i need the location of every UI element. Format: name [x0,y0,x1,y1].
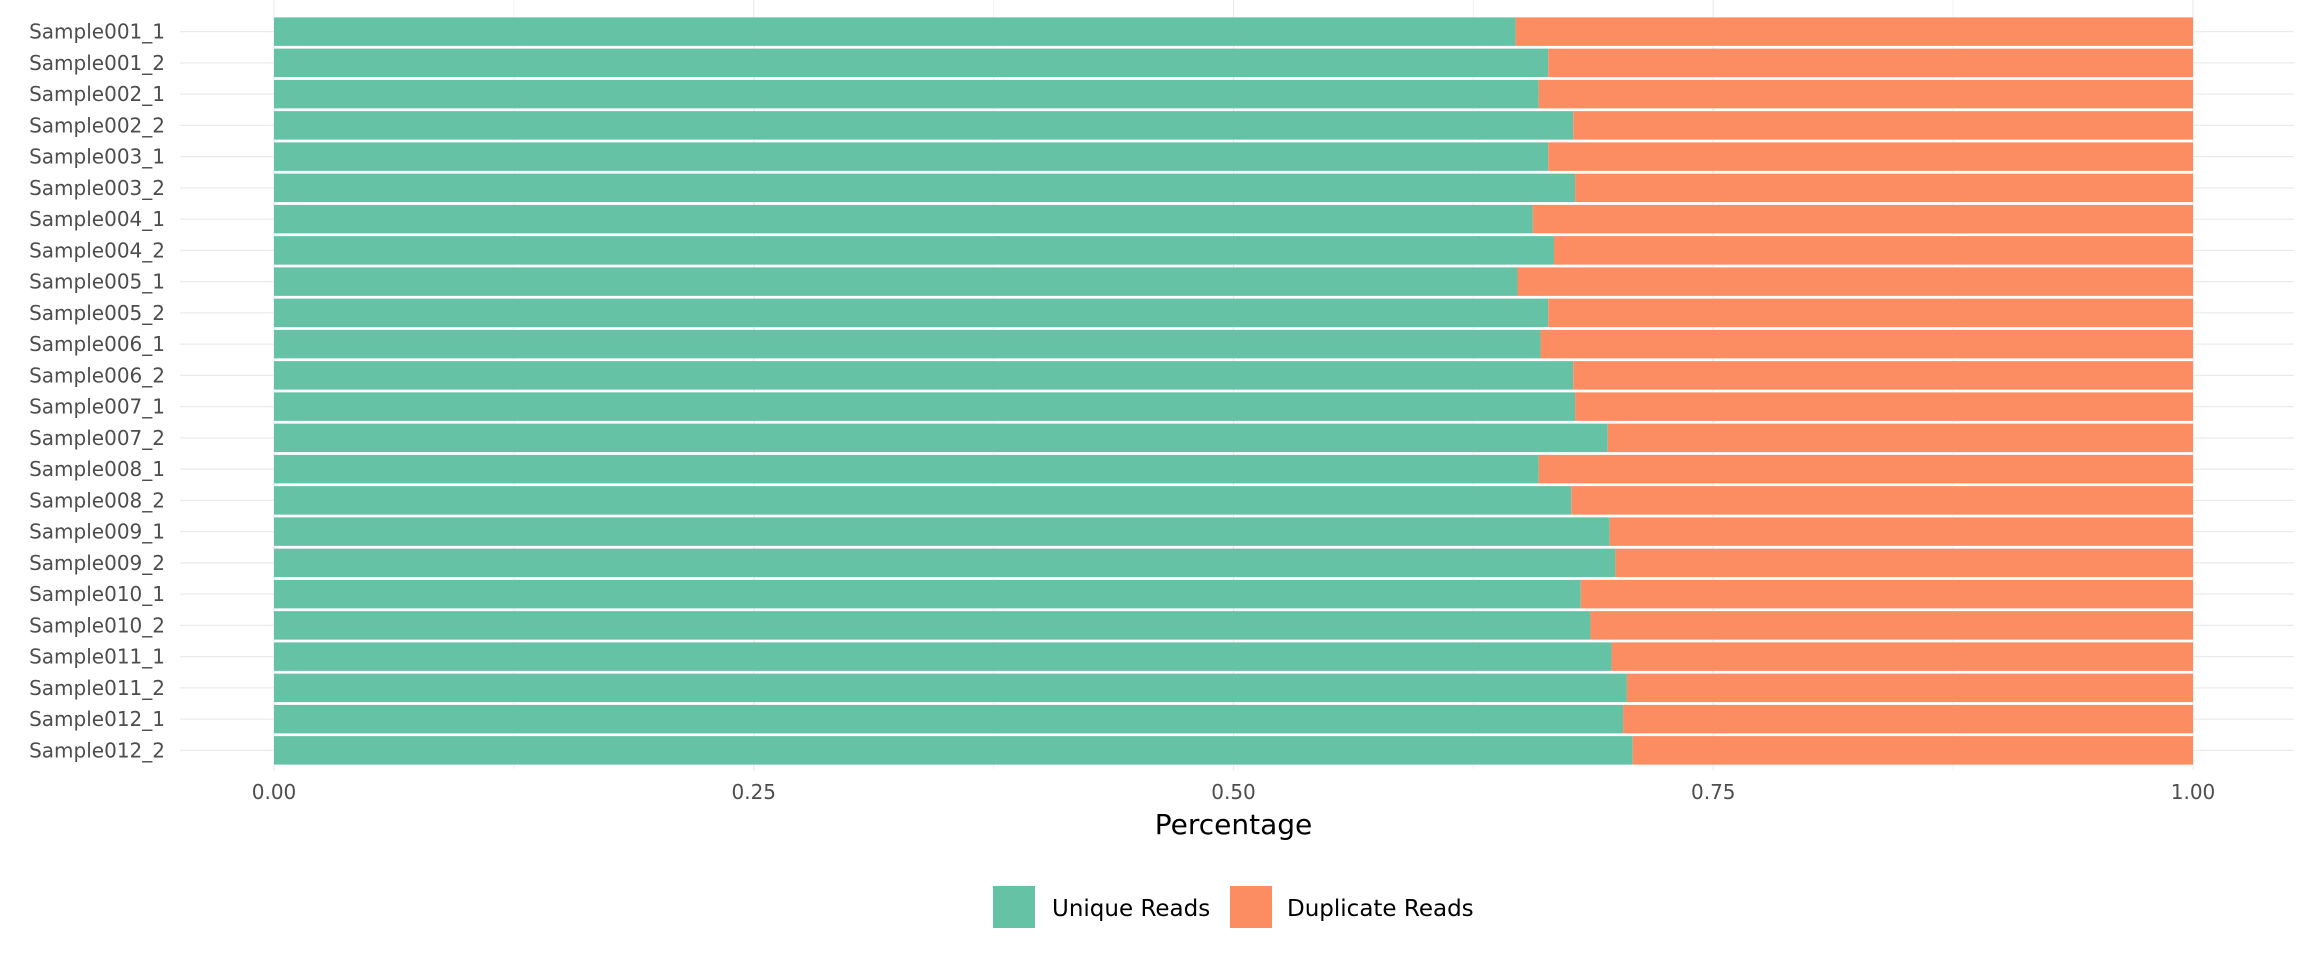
bar-duplicate-reads [1607,423,2193,453]
bar-duplicate-reads [1623,704,2193,734]
legend-label: Duplicate Reads [1287,896,1474,922]
y-tick-label: Sample009_1 [29,520,165,544]
y-tick-label: Sample007_2 [29,426,165,450]
bar-duplicate-reads [1540,329,2193,359]
legend-key-duplicate-reads [1230,886,1272,928]
bar-duplicate-reads [1611,642,2193,671]
y-tick-label: Sample002_1 [29,82,165,106]
y-tick-label: Sample005_1 [29,270,165,294]
y-tick-label: Sample008_2 [29,488,165,512]
bar-unique-reads [274,361,1574,390]
bars [274,17,2193,765]
bar-unique-reads [274,704,1624,734]
y-axis: Sample001_1 Sample001_2 Sample002_1 Sample0… [29,20,165,763]
bar-unique-reads [274,454,1539,484]
bar-duplicate-reads [1609,517,2193,546]
y-tick-label: Sample003_2 [29,176,165,200]
x-tick-label: 0.00 [252,780,297,804]
legend-label: Unique Reads [1052,896,1210,922]
y-tick-label: Sample001_1 [29,20,165,44]
bar-duplicate-reads [1626,673,2193,703]
bar-duplicate-reads [1553,236,2193,265]
y-tick-label: Sample005_2 [29,301,165,325]
bar-unique-reads [274,486,1572,515]
bar-duplicate-reads [1517,267,2193,296]
bar-duplicate-reads [1632,736,2193,765]
y-tick-label: Sample008_1 [29,457,165,481]
legend-key-unique-reads [993,886,1035,928]
bar-duplicate-reads [1515,17,2193,46]
bar-unique-reads [274,611,1591,640]
bar-unique-reads [274,673,1627,703]
bar-unique-reads [274,173,1576,203]
y-tick-label: Sample001_2 [29,51,165,75]
x-tick-label: 0.75 [1691,780,1736,804]
bar-duplicate-reads [1580,579,2193,609]
bar-duplicate-reads [1575,173,2193,203]
bar-duplicate-reads [1590,611,2193,640]
bar-unique-reads [274,642,1612,671]
y-tick-label: Sample007_1 [29,395,165,419]
bar-unique-reads [274,392,1576,421]
x-tick-label: 1.00 [2171,780,2216,804]
x-axis: 0.00 0.25 0.50 0.75 1.00 [252,780,2216,804]
y-tick-label: Sample006_2 [29,363,165,387]
bar-duplicate-reads [1575,392,2193,421]
y-tick-label: Sample009_2 [29,551,165,575]
y-tick-label: Sample004_1 [29,207,165,231]
y-tick-label: Sample012_2 [29,738,165,762]
x-tick-label: 0.50 [1211,780,1256,804]
bar-unique-reads [274,236,1554,265]
x-tick-label: 0.25 [731,780,776,804]
bar-unique-reads [274,142,1549,171]
bar-unique-reads [274,111,1574,140]
bar-duplicate-reads [1548,142,2193,171]
y-tick-label: Sample003_1 [29,145,165,169]
y-tick-label: Sample004_2 [29,238,165,262]
y-tick-label: Sample006_1 [29,332,165,356]
bar-unique-reads [274,298,1549,328]
y-tick-label: Sample012_1 [29,707,165,731]
bar-unique-reads [274,579,1581,609]
bar-duplicate-reads [1538,79,2193,109]
bar-duplicate-reads [1571,486,2193,515]
bar-duplicate-reads [1548,48,2193,78]
y-tick-label: Sample010_1 [29,582,165,606]
y-tick-label: Sample011_1 [29,645,165,669]
bar-unique-reads [274,48,1549,78]
bar-duplicate-reads [1538,454,2193,484]
y-tick-label: Sample011_2 [29,676,165,700]
bar-duplicate-reads [1548,298,2193,328]
bar-duplicate-reads [1615,548,2193,578]
bar-duplicate-reads [1573,111,2193,140]
y-tick-label: Sample002_2 [29,113,165,137]
bar-duplicate-reads [1532,204,2193,234]
x-axis-title: Percentage [1155,808,1313,841]
bar-unique-reads [274,423,1608,453]
bar-unique-reads [274,17,1516,46]
bar-unique-reads [274,79,1539,109]
bar-duplicate-reads [1573,361,2193,390]
bar-unique-reads [274,267,1518,296]
bar-unique-reads [274,517,1610,546]
bar-unique-reads [274,548,1616,578]
y-tick-label: Sample010_2 [29,613,165,637]
bar-unique-reads [274,736,1633,765]
legend: Unique Reads Duplicate Reads [993,886,1474,928]
bar-unique-reads [274,329,1541,359]
bar-unique-reads [274,204,1533,234]
